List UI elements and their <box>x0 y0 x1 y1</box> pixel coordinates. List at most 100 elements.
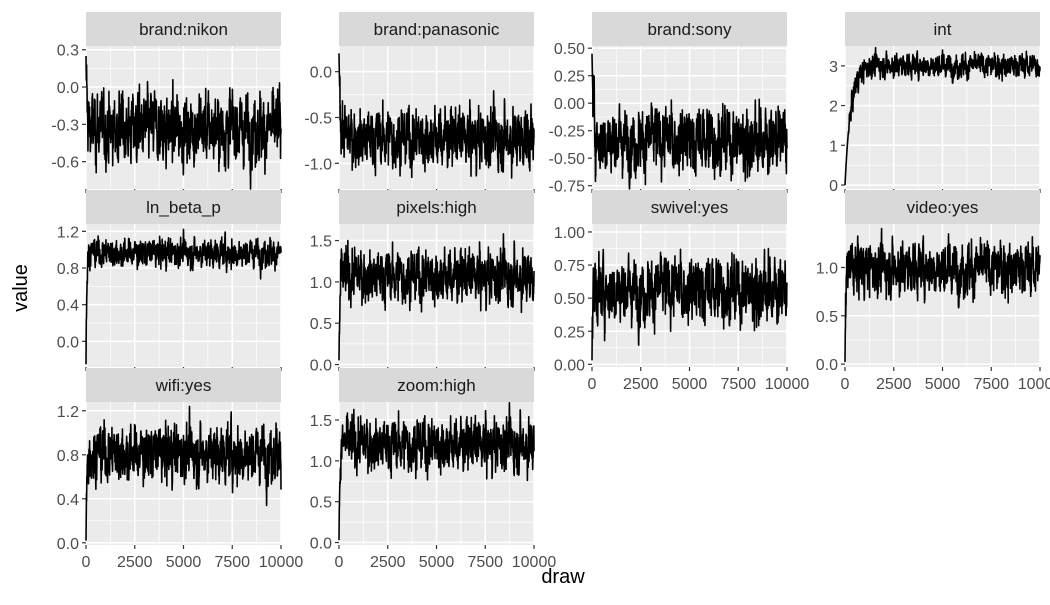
y-tick-label: 0.0 <box>310 65 332 82</box>
facet-strip <box>339 190 534 224</box>
y-tick-label: 0.25 <box>554 324 585 341</box>
facet-strip <box>845 12 1040 46</box>
y-tick-label: 0.0 <box>310 358 332 375</box>
x-tick-label: 2500 <box>117 554 153 571</box>
panel-video-yes: video:yes 1.0 0.5 0.00 2500 5000 7500 10000 <box>816 190 1050 393</box>
y-tick-label: 0.75 <box>554 258 585 275</box>
y-tick-label: 0.0 <box>816 357 838 374</box>
trace-line <box>338 401 535 541</box>
facet-label: brand:sony <box>647 20 732 39</box>
x-tick-label: 7500 <box>467 554 503 571</box>
x-tick-label: 10000 <box>1018 376 1050 393</box>
facet-strip <box>86 190 281 224</box>
facet-label: video:yes <box>907 198 979 217</box>
y-tick-label: 3 <box>829 59 838 76</box>
facet-strip <box>845 190 1040 224</box>
facet-label: zoom:high <box>397 376 475 395</box>
facet-label: int <box>934 20 952 39</box>
y-tick-label: 0.0 <box>57 80 79 97</box>
x-tick-label: 5000 <box>166 554 202 571</box>
y-tick-label: -0.6 <box>51 155 79 172</box>
y-tick-label: 1 <box>829 138 838 155</box>
y-tick-label: 1.0 <box>310 454 332 471</box>
x-tick-label: 2500 <box>370 554 406 571</box>
y-tick-label: 1.5 <box>310 413 332 430</box>
y-tick-label: 0.50 <box>554 41 585 58</box>
y-tick-label: 0.4 <box>57 298 79 315</box>
x-tick-label: 5000 <box>419 554 455 571</box>
facet-strip <box>339 12 534 46</box>
y-tick-label: 0 <box>829 178 838 195</box>
y-tick-label: -0.5 <box>304 111 332 128</box>
panel-wifi-yes: wifi:yes 1.2 0.8 0.4 0.00 2500 5000 7500 10000 <box>57 368 304 571</box>
panel-int: int 0 1 2 3 <box>829 12 1041 195</box>
y-tick-label: -0.25 <box>549 124 586 141</box>
trace-line <box>338 53 535 179</box>
x-tick-label: 5000 <box>672 376 708 393</box>
x-tick-label: 0 <box>82 554 91 571</box>
facet-label: wifi:yes <box>155 376 212 395</box>
x-tick-label: 7500 <box>973 376 1009 393</box>
panel-brand-panasonic: brand:panasonic 0.0 -0.5 -1.0 <box>304 12 535 193</box>
trace-line <box>591 247 788 361</box>
trace-line <box>85 228 282 365</box>
panel-brand-sony: brand:sony 0.50 0.25 0.00 -0.25 -0.50 -0.75 <box>549 12 788 196</box>
y-tick-label: 0.8 <box>57 261 79 278</box>
trace-line <box>85 55 282 190</box>
trace-line <box>85 405 282 541</box>
y-tick-label: 1.5 <box>310 234 332 251</box>
trace-line <box>844 46 1041 186</box>
trace-line <box>844 227 1041 363</box>
facet-strip <box>86 368 281 402</box>
y-tick-label: 1.2 <box>57 224 79 241</box>
y-tick-label: 0.0 <box>310 536 332 553</box>
facet-strip <box>86 12 281 46</box>
panel-swivel-yes: swivel:yes 1.00 0.75 0.50 0.25 0.000 2500 5000 7… <box>554 190 809 393</box>
y-tick-label: 1.0 <box>310 275 332 292</box>
panel-brand-nikon: brand:nikon 0.3 0.0 -0.3 -0.6 <box>51 12 282 193</box>
x-tick-label: 2500 <box>876 376 912 393</box>
y-axis-title: value <box>10 264 32 312</box>
facet-strip <box>592 12 787 46</box>
panel-ln-beta-p: ln_beta_p 1.2 0.8 0.4 0.0 <box>57 190 282 371</box>
x-tick-label: 10000 <box>765 376 810 393</box>
x-tick-label: 0 <box>588 376 597 393</box>
facet-label: pixels:high <box>396 198 476 217</box>
y-tick-label: 0.3 <box>57 43 79 60</box>
y-tick-label: 2 <box>829 99 838 116</box>
facet-label: brand:nikon <box>139 20 228 39</box>
y-tick-label: -1.0 <box>304 156 332 173</box>
y-tick-label: 1.0 <box>816 260 838 277</box>
y-tick-label: -0.75 <box>549 179 586 196</box>
y-tick-label: 0.00 <box>554 357 585 374</box>
panel-pixels-high: pixels:high 1.5 1.0 0.5 0.0 <box>310 190 535 375</box>
x-tick-label: 5000 <box>925 376 961 393</box>
y-tick-label: 0.50 <box>554 291 585 308</box>
x-tick-label: 10000 <box>259 554 304 571</box>
trace-line <box>591 53 788 190</box>
facet-label: ln_beta_p <box>146 198 221 217</box>
y-tick-label: -0.3 <box>51 117 79 134</box>
panel-zoom-high: zoom:high 1.5 1.0 0.5 0.00 2500 5000 7500 10000 <box>310 368 556 571</box>
facet-label: swivel:yes <box>651 198 728 217</box>
y-tick-label: 0.5 <box>310 316 332 333</box>
x-tick-label: 2500 <box>623 376 659 393</box>
x-axis-title: draw <box>541 566 585 588</box>
x-tick-label: 0 <box>841 376 850 393</box>
y-tick-label: 0.0 <box>57 334 79 351</box>
facet-strip <box>339 368 534 402</box>
y-tick-label: 0.0 <box>57 536 79 553</box>
x-tick-label: 7500 <box>720 376 756 393</box>
y-tick-label: -0.50 <box>549 151 586 168</box>
y-tick-label: 0.5 <box>816 309 838 326</box>
trace-line <box>338 232 535 361</box>
y-tick-label: 1.00 <box>554 225 585 242</box>
y-tick-label: 0.00 <box>554 96 585 113</box>
x-tick-label: 0 <box>335 554 344 571</box>
y-tick-label: 0.8 <box>57 448 79 465</box>
facet-strip <box>592 190 787 224</box>
facet-label: brand:panasonic <box>374 20 500 39</box>
y-tick-label: 0.5 <box>310 495 332 512</box>
